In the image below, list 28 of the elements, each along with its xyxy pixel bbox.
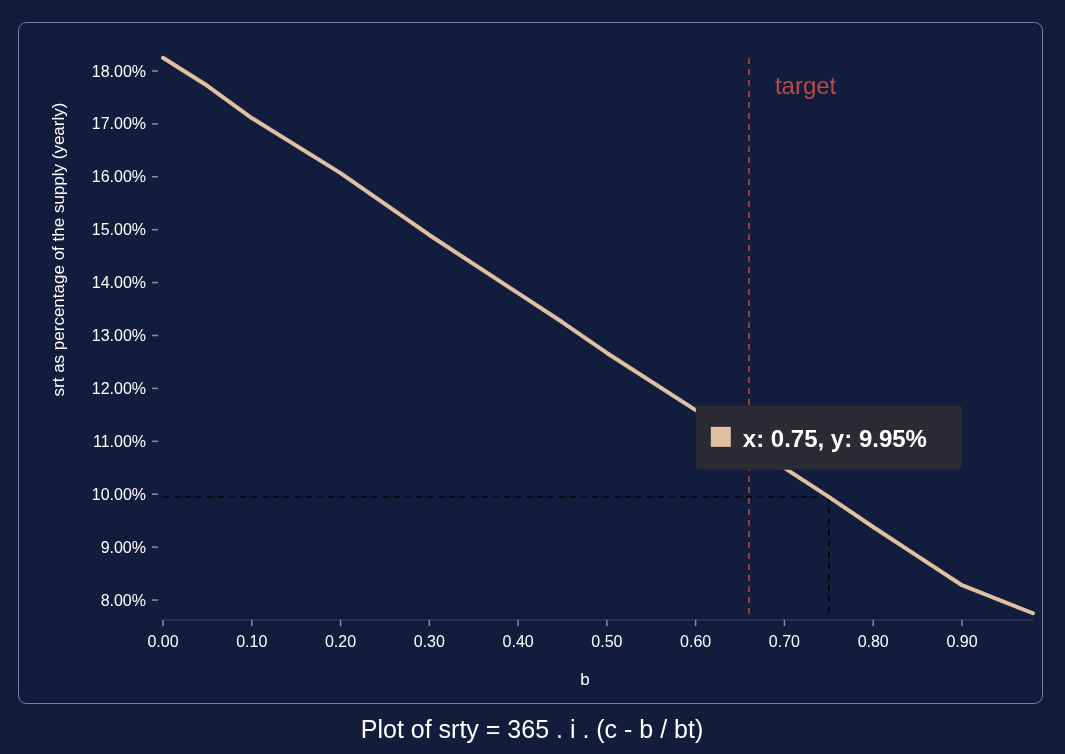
x-tick-label: 0.60: [680, 633, 712, 650]
tooltip: x: 0.75, y: 9.95%: [695, 405, 962, 470]
y-tick-label: 9.00%: [100, 538, 146, 556]
x-tick-label: 0.00: [147, 633, 179, 650]
y-tick-label: 14.00%: [91, 274, 146, 292]
x-tick-label: 0.40: [502, 633, 534, 650]
y-tick-label: 15.00%: [91, 221, 146, 239]
y-tick-label: 13.00%: [91, 327, 146, 345]
ref-line-label: target: [774, 72, 837, 99]
x-tick-label: 0.80: [857, 633, 889, 650]
y-tick-label: 8.00%: [100, 591, 146, 609]
x-tick-label: 0.50: [591, 633, 623, 650]
line-series: [161, 55, 1035, 616]
text: Plot of srty = 365 . i . (c - b / bt): [360, 715, 704, 743]
x-tick-label: 0.70: [768, 633, 801, 650]
x-tick-label: 0.90: [946, 633, 978, 650]
y-tick-label: 18.00%: [91, 62, 146, 80]
y-tick-label: 16.00%: [91, 168, 146, 186]
x-axis-title: b: [580, 670, 590, 689]
x-tick-label: 0.30: [413, 633, 445, 650]
y-axis-title: srt as percentage of the supply (yearly): [49, 102, 68, 397]
y-tick-label: 17.00%: [91, 115, 146, 133]
y-tick-label: 12.00%: [91, 380, 146, 398]
y-tick-label: 11.00%: [92, 432, 146, 450]
y-tick-label: 10.00%: [91, 485, 146, 503]
x-tick-label: 0.10: [236, 633, 268, 650]
annotation: x: 0.75, y: 9.95%: [742, 424, 927, 452]
x-tick-label: 0.20: [324, 633, 357, 650]
